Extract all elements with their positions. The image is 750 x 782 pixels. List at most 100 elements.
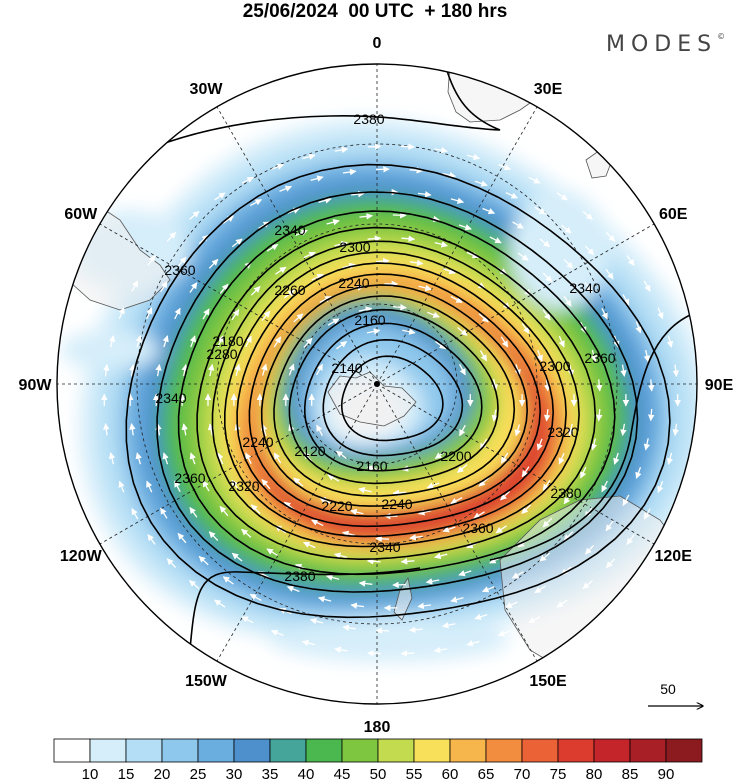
wind-arrow <box>434 450 446 460</box>
wind-arrow <box>596 409 603 422</box>
wind-arrow <box>479 350 488 362</box>
map-border <box>56 63 698 705</box>
wind-arrow <box>558 335 565 348</box>
wind-arrow <box>189 506 198 518</box>
wind-arrow <box>543 379 551 392</box>
wind-arrow <box>514 424 521 437</box>
wind-arrow <box>131 280 139 292</box>
wind-arrow <box>408 626 423 634</box>
lon-label: 90W <box>19 377 53 394</box>
wind-arrow <box>401 143 415 150</box>
wind-arrow <box>319 295 332 303</box>
wind-arrow <box>301 639 316 647</box>
wind-arrow <box>335 450 347 460</box>
wind-arrow <box>202 308 210 320</box>
contour-label: 2360 <box>462 520 493 536</box>
wind-arrow <box>672 364 679 377</box>
wind-arrow <box>500 336 509 348</box>
height-contours <box>57 64 697 651</box>
contour-line <box>224 251 567 538</box>
wind-arrow <box>311 519 324 527</box>
wind-arrow <box>648 408 655 422</box>
wind-arrow <box>327 474 340 482</box>
wind-arrow <box>542 517 553 528</box>
wind-arrow <box>219 283 229 295</box>
wind-arrow <box>367 650 381 657</box>
wind-arrow <box>495 525 507 534</box>
meridian-line <box>216 106 378 385</box>
colorbar-swatch <box>449 738 487 763</box>
wind-arrow <box>207 423 215 436</box>
wind-arrow <box>198 555 209 566</box>
wind-arrow <box>103 364 110 377</box>
wind-arrow <box>342 168 357 176</box>
wind-arrow <box>536 438 543 451</box>
wind-arrow <box>672 423 679 436</box>
contour-line <box>288 308 499 485</box>
wind-arrow <box>174 307 181 320</box>
wind-arrow <box>466 640 480 647</box>
colorbar-swatch <box>521 738 559 763</box>
wind-arrow <box>643 438 651 451</box>
wind-arrow <box>326 219 340 226</box>
wind-arrow <box>189 580 200 590</box>
wind-band-patch <box>270 618 510 662</box>
wind-arrow <box>231 238 243 248</box>
wind-arrow <box>417 191 432 198</box>
contour-line <box>236 262 555 528</box>
wind-arrow <box>474 613 488 620</box>
wind-arrow <box>481 586 495 593</box>
wind-arrow <box>266 548 279 557</box>
wind-arrow <box>241 528 252 538</box>
wind-arrow <box>208 531 219 542</box>
wind-arrow <box>375 257 390 265</box>
latitude-circle <box>216 223 538 545</box>
wind-arrow <box>590 349 597 363</box>
wind-arrow <box>478 313 489 323</box>
wind-arrow <box>474 180 488 187</box>
colorbar-swatch <box>161 738 199 763</box>
wind-arrow <box>174 480 181 492</box>
contour-line <box>156 191 639 593</box>
wind-arrow <box>635 321 642 334</box>
wind-arrow <box>245 335 252 348</box>
wind-arrow <box>582 580 593 590</box>
wind-arrow <box>409 534 423 541</box>
contour-line <box>196 226 597 561</box>
wind-arrow <box>512 221 524 229</box>
wind-arrow <box>563 493 572 505</box>
colorbar-label: 45 <box>334 766 351 782</box>
wind-arrow <box>162 335 169 348</box>
wind-arrow <box>202 480 210 492</box>
wind-arrow <box>342 530 356 537</box>
wind-arrow <box>129 364 136 377</box>
wind-arrow <box>309 618 324 625</box>
wind-arrow <box>336 340 348 350</box>
contour-label: 2340 <box>369 539 400 555</box>
wind-arrow <box>401 235 416 242</box>
wind-arrow <box>261 363 268 376</box>
wind-arrow <box>359 213 373 220</box>
wind-arrow <box>222 576 234 585</box>
wind-arrow <box>622 494 630 506</box>
wind-arrow <box>261 310 271 321</box>
wind-arrow <box>271 163 285 170</box>
wind-arrow <box>266 243 279 252</box>
colorbar-swatch <box>125 738 163 763</box>
wind-arrow <box>231 309 240 321</box>
wind-arrow <box>500 490 510 501</box>
wind-arrow <box>146 480 153 493</box>
wind-arrow <box>521 466 530 478</box>
wind-arrow <box>433 646 448 654</box>
vector-key-value: 50 <box>660 681 676 697</box>
contour-line <box>273 295 516 497</box>
wind-arrow <box>103 423 110 436</box>
wind-arrow <box>425 578 440 585</box>
wind-arrow <box>118 480 125 493</box>
wind-arrow <box>418 509 432 516</box>
wind-arrow <box>155 363 162 377</box>
wind-arrow <box>442 526 456 533</box>
contour-label: 2380 <box>550 485 581 501</box>
wind-arrow <box>561 224 572 234</box>
